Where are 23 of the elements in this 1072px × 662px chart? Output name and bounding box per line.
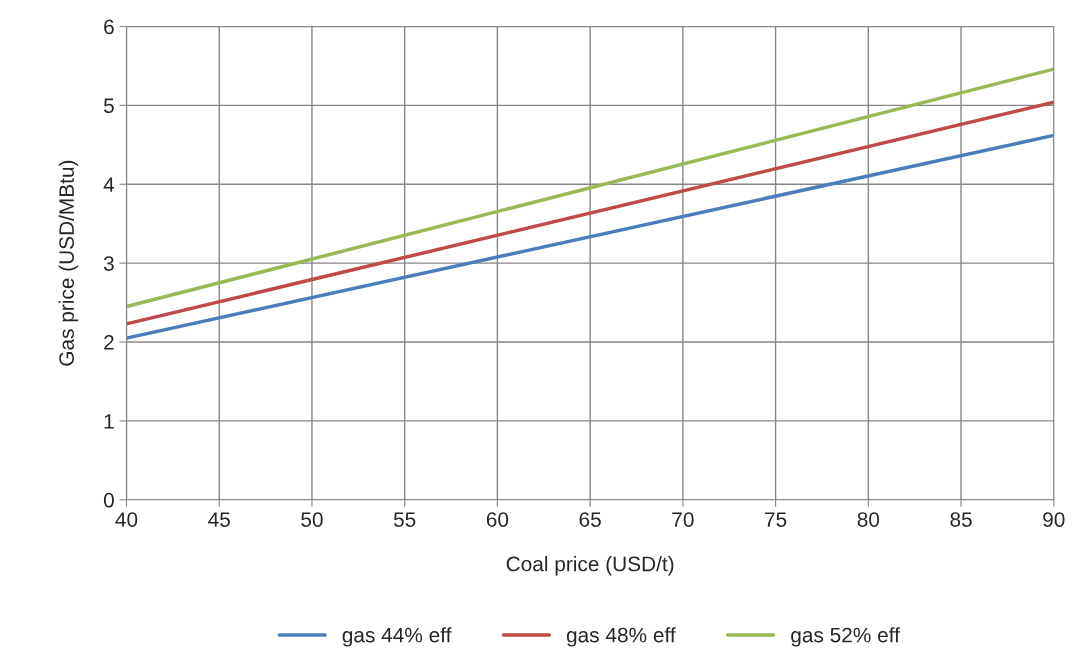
x-tick-label: 65 bbox=[579, 512, 601, 527]
legend-label: gas 44% eff bbox=[342, 627, 452, 647]
x-tick-label: 60 bbox=[486, 512, 509, 527]
x-tick-label: 75 bbox=[765, 512, 787, 527]
y-tick-label: 6 bbox=[104, 19, 114, 35]
x-axis-title: Coal price (USD/t) bbox=[506, 556, 674, 576]
x-tick-label: 40 bbox=[115, 512, 138, 527]
x-tick-label: 90 bbox=[1043, 512, 1065, 527]
y-axis-title: Gas price (USD/MBtu) bbox=[58, 160, 79, 366]
x-tick-label: 85 bbox=[950, 512, 972, 527]
legend-label: gas 52% eff bbox=[791, 627, 900, 647]
y-tick-label: 2 bbox=[104, 335, 114, 350]
x-tick-label: 70 bbox=[672, 512, 694, 527]
y-tick-label: 4 bbox=[103, 177, 115, 192]
legend-label: gas 48% eff bbox=[566, 627, 676, 647]
x-tick-label: 80 bbox=[857, 512, 880, 527]
x-tick-label: 45 bbox=[208, 512, 230, 527]
y-tick-label: 0 bbox=[103, 492, 114, 508]
x-tick-label: 50 bbox=[301, 512, 323, 527]
y-tick-label: 3 bbox=[103, 256, 114, 271]
x-tick-label: 55 bbox=[393, 512, 416, 527]
y-tick-label: 5 bbox=[103, 98, 114, 114]
y-tick-label: 1 bbox=[104, 414, 114, 429]
